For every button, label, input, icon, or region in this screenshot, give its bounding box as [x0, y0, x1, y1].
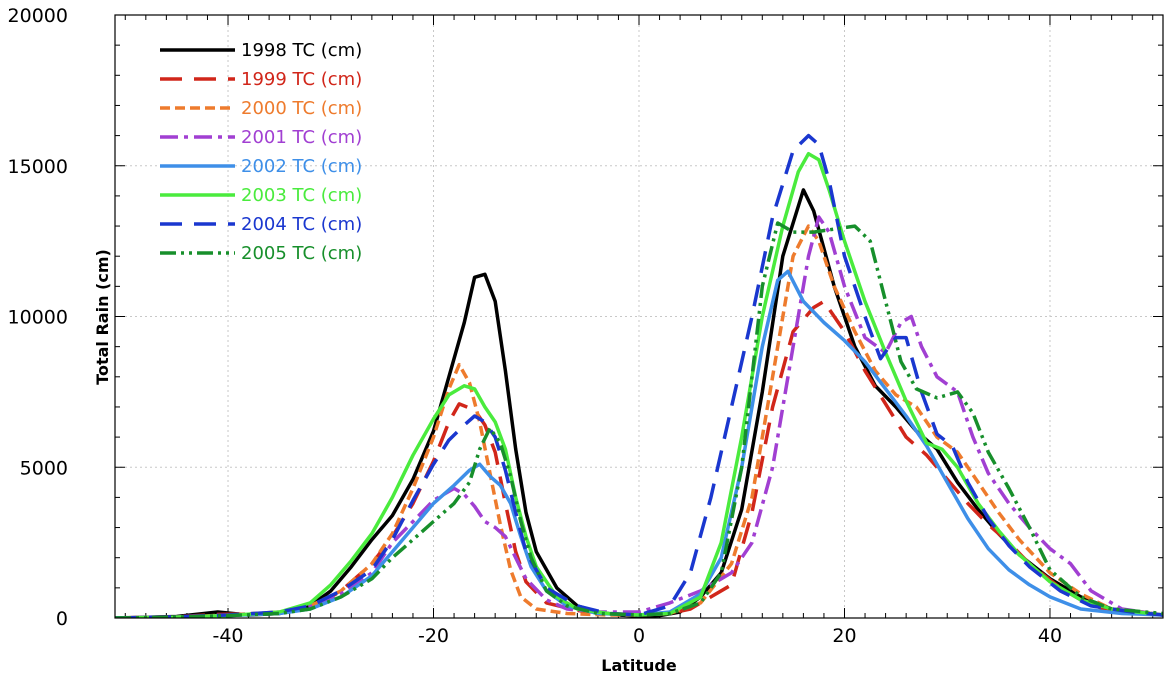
series-lines	[115, 133, 1163, 618]
legend: 1998 TC (cm) 1999 TC (cm) 2000 TC (cm) 2001…	[160, 40, 362, 264]
y-tick-label: 0	[56, 608, 68, 630]
plot-frame	[114, 14, 1164, 619]
series-line	[115, 133, 1163, 618]
y-tick-label: 20000	[8, 5, 68, 27]
series-line	[115, 224, 1163, 618]
y-axis-title: Total Rain (cm)	[93, 249, 112, 385]
x-tick-label: 20	[832, 625, 856, 647]
series-line	[115, 221, 1163, 618]
legend-label: 2005 TC (cm)	[241, 243, 362, 264]
x-tick-label: -40	[212, 625, 243, 647]
y-tick-label: 15000	[8, 156, 68, 178]
x-tick-label: -20	[418, 625, 449, 647]
legend-label: 2002 TC (cm)	[241, 156, 362, 177]
tick-labels: -40 -20 0 20 40 0 5000 10000 15000 20000	[8, 5, 1063, 647]
legend-label: 2000 TC (cm)	[241, 98, 362, 119]
x-tick-label: 40	[1038, 625, 1062, 647]
series-line	[115, 215, 1163, 618]
legend-label: 1998 TC (cm)	[241, 40, 362, 61]
x-axis-title: Latitude	[601, 656, 677, 675]
legend-label: 2004 TC (cm)	[241, 214, 362, 235]
legend-label: 2001 TC (cm)	[241, 127, 362, 148]
y-tick-label: 5000	[20, 457, 68, 479]
y-tick-label: 10000	[8, 307, 68, 329]
legend-label: 1999 TC (cm)	[241, 69, 362, 90]
x-tick-label: 0	[633, 625, 645, 647]
legend-label: 2003 TC (cm)	[241, 185, 362, 206]
minor-ticks	[115, 14, 1163, 619]
